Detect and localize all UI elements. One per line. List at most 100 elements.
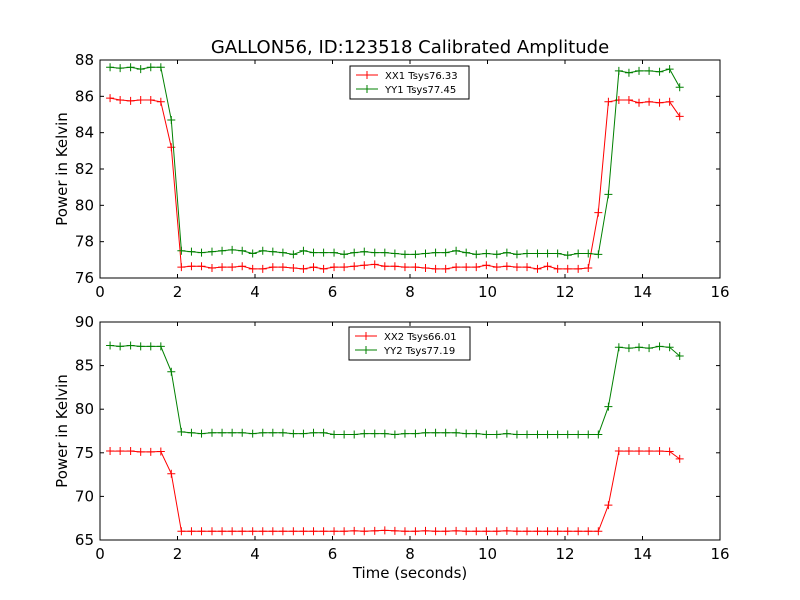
data-point [502, 526, 511, 535]
x-tick-label: 2 [173, 545, 183, 563]
data-point [289, 250, 298, 259]
data-point [512, 430, 521, 439]
data-point [624, 344, 633, 353]
data-point [421, 249, 430, 258]
data-point [106, 63, 115, 72]
y-tick-label: 86 [75, 87, 94, 105]
data-point [400, 250, 409, 259]
data-point [533, 249, 542, 258]
y-axis-label: Power in Kelvin [53, 112, 71, 226]
data-point [197, 527, 206, 536]
x-tick-label: 4 [250, 283, 260, 301]
data-point [370, 248, 379, 257]
data-point [533, 527, 542, 536]
data-point [146, 95, 155, 104]
y-tick-label: 82 [75, 160, 94, 178]
data-point [136, 447, 145, 456]
data-point [330, 263, 339, 272]
data-point [411, 263, 420, 272]
data-point [289, 429, 298, 438]
data-point [523, 263, 532, 272]
y-tick-label: 65 [75, 531, 94, 549]
data-point [218, 428, 227, 437]
data-point [482, 430, 491, 439]
data-point [350, 430, 359, 439]
x-tick-label: 2 [173, 283, 183, 301]
y-tick-label: 88 [75, 51, 94, 69]
data-point [441, 527, 450, 536]
data-point [187, 247, 196, 256]
y-tick-label: 70 [75, 487, 94, 505]
data-point [228, 527, 237, 536]
data-point [543, 430, 552, 439]
data-point [492, 527, 501, 536]
data-point [228, 245, 237, 254]
data-point [126, 63, 135, 72]
data-point [268, 428, 277, 437]
data-point [167, 115, 176, 124]
x-tick-label: 0 [95, 283, 105, 301]
data-point [614, 447, 623, 456]
data-point [116, 447, 125, 456]
data-point [452, 428, 461, 437]
data-point [380, 526, 389, 535]
data-point [207, 247, 216, 256]
data-point [319, 248, 328, 257]
y-tick-label: 85 [75, 357, 94, 375]
data-point [146, 447, 155, 456]
data-point [523, 249, 532, 258]
data-point [512, 527, 521, 536]
data-point [136, 342, 145, 351]
chart-title: GALLON56, ID:123518 Calibrated Amplitude [211, 37, 609, 58]
data-point [350, 526, 359, 535]
data-point [360, 527, 369, 536]
chart-bottom: 0 2 4 6 8 10 12 14 16 65 70 75 80 85 90 Power in Kelvin… [53, 313, 730, 582]
data-point [665, 447, 674, 456]
data-point [462, 248, 471, 257]
x-tick-label: 14 [633, 283, 652, 301]
data-point [431, 428, 440, 437]
data-point [340, 430, 349, 439]
data-point [574, 527, 583, 536]
data-point [126, 341, 135, 350]
data-point [441, 428, 450, 437]
data-point [360, 247, 369, 256]
data-point [238, 428, 247, 437]
data-point [482, 249, 491, 258]
data-point [380, 429, 389, 438]
data-point [380, 262, 389, 271]
data-point [655, 67, 664, 76]
y-axis-label: Power in Kelvin [53, 374, 71, 488]
data-point [167, 469, 176, 478]
data-point [258, 428, 267, 437]
data-point [411, 429, 420, 438]
data-point [624, 447, 633, 456]
data-point [146, 63, 155, 72]
series-xx2 [106, 447, 684, 536]
y-tick-label: 90 [75, 313, 94, 331]
data-point [553, 527, 562, 536]
data-point [268, 527, 277, 536]
data-point [197, 248, 206, 257]
data-point [218, 246, 227, 255]
data-point [238, 262, 247, 271]
x-tick-label: 8 [405, 283, 415, 301]
data-point [502, 262, 511, 271]
data-point [655, 98, 664, 107]
data-point [604, 402, 613, 411]
data-point [177, 263, 186, 272]
data-point [370, 429, 379, 438]
data-point [197, 262, 206, 271]
data-point [492, 430, 501, 439]
data-point [472, 263, 481, 272]
data-point [340, 250, 349, 259]
data-point [228, 263, 237, 272]
data-point [492, 250, 501, 259]
data-point [177, 246, 186, 255]
x-tick-label: 6 [328, 545, 338, 563]
data-point [635, 66, 644, 75]
data-point [502, 248, 511, 257]
data-point [523, 527, 532, 536]
data-point [380, 248, 389, 257]
data-point [390, 262, 399, 271]
